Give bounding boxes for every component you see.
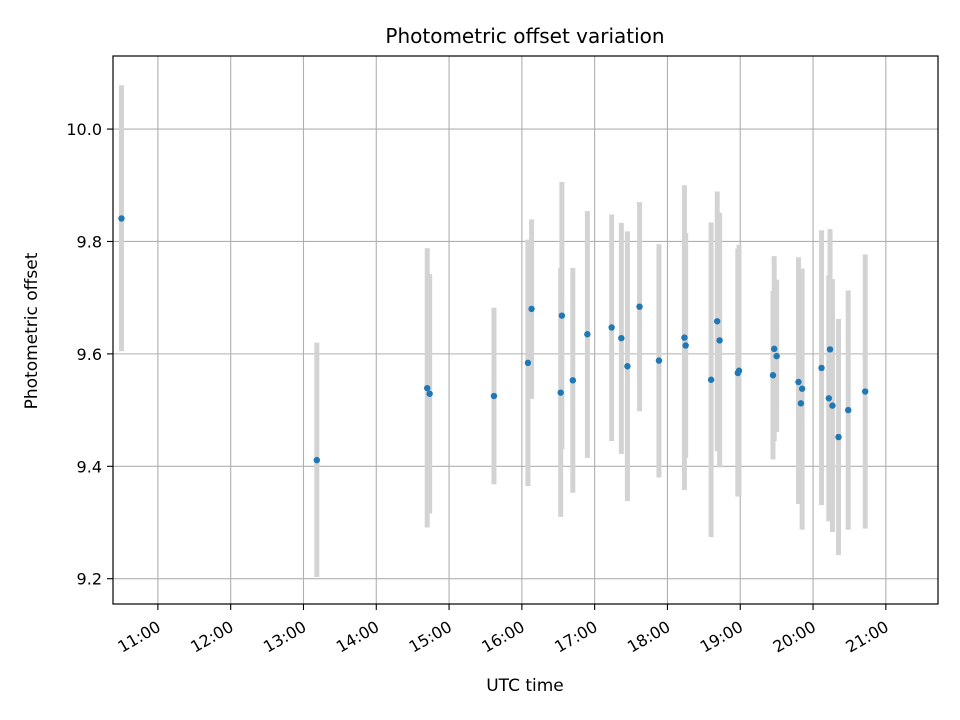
data-point [624, 363, 631, 370]
data-point [618, 334, 625, 342]
data-point [771, 345, 778, 353]
data-point [528, 305, 535, 313]
y-axis-label: Photometric offset [22, 252, 42, 409]
data-point [313, 456, 321, 464]
data-point [818, 364, 825, 372]
y-axis-ticks: 9.2 9.4 9.6 9.8 10.0 [66, 120, 113, 589]
data-point [569, 377, 577, 384]
data-point [829, 402, 836, 409]
y-tick-label: 9.6 [77, 345, 102, 364]
data-point [707, 376, 715, 383]
data-point [826, 346, 834, 353]
data-point [773, 352, 780, 360]
data-point [797, 400, 805, 407]
data-point [713, 318, 721, 325]
data-point [769, 372, 777, 379]
y-tick-label: 10.0 [66, 120, 102, 139]
data-point [584, 331, 591, 338]
data-point [795, 378, 802, 386]
data-point [845, 406, 852, 414]
data-point [798, 385, 806, 392]
y-tick-label: 9.8 [77, 232, 102, 251]
x-axis-label: UTC time [486, 676, 564, 696]
data-point [835, 433, 842, 441]
y-tick-label: 9.2 [77, 570, 102, 589]
data-point [118, 215, 125, 222]
data-point [716, 337, 723, 344]
data-point [682, 342, 689, 349]
data-point [424, 384, 431, 392]
data-point [490, 392, 498, 400]
data-point [524, 359, 532, 367]
data-point [825, 395, 833, 402]
data-point [636, 303, 643, 310]
data-point [681, 334, 688, 341]
data-point [608, 324, 615, 331]
y-tick-label: 9.4 [77, 457, 102, 476]
data-point [557, 389, 564, 396]
data-point [655, 357, 663, 364]
data-points [118, 215, 869, 464]
chart-title: Photometric offset variation [385, 24, 664, 48]
plot-frame [112, 55, 939, 605]
data-point [558, 312, 566, 319]
data-point [735, 367, 743, 374]
data-point [862, 388, 869, 395]
data-point [426, 390, 433, 397]
